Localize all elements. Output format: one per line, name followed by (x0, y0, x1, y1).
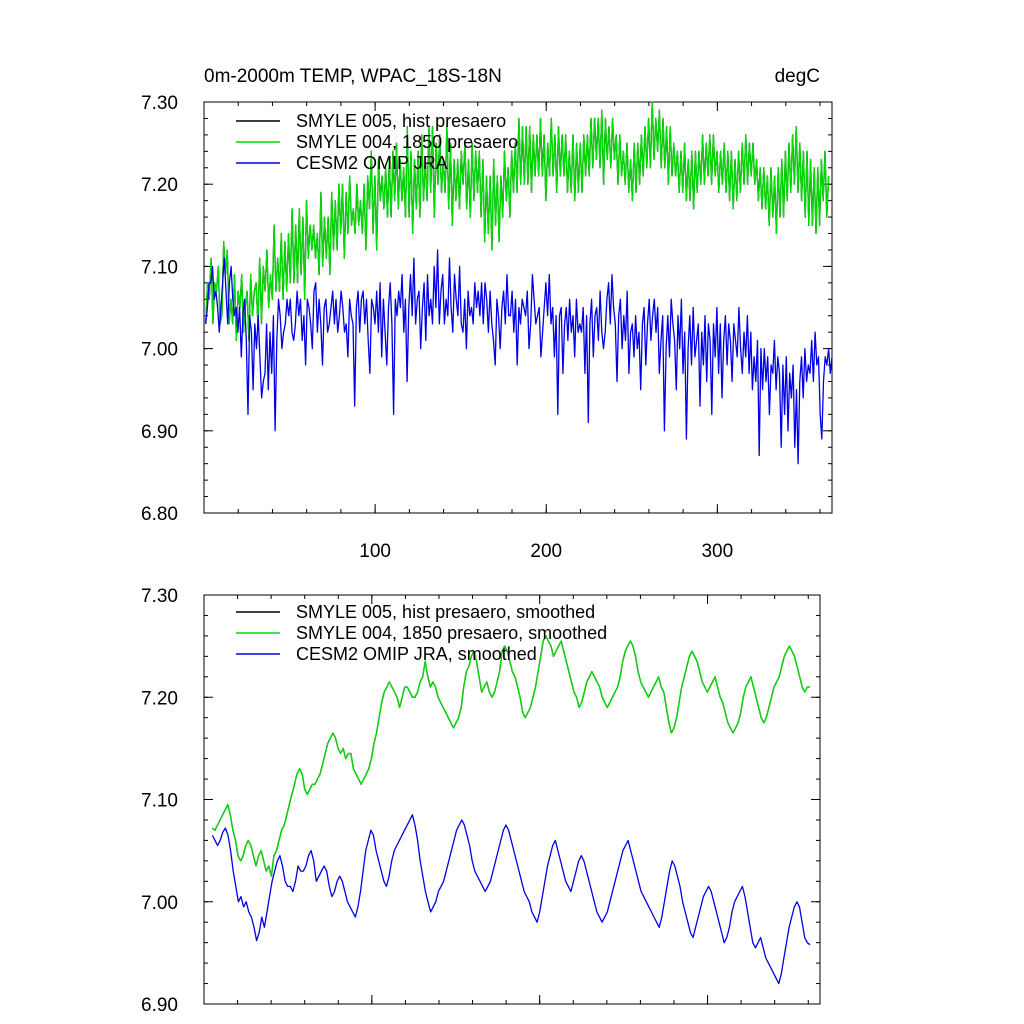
y-tick-label: 7.10 (141, 257, 178, 278)
y-tick-label: 7.30 (141, 586, 178, 607)
series-line-2 (211, 814, 811, 985)
y-tick-label: 6.90 (141, 995, 178, 1016)
y-tick-label: 6.80 (141, 504, 178, 525)
y-tick-label: 6.90 (141, 422, 178, 443)
x-tick-label: 200 (530, 541, 562, 562)
series-line-1 (211, 635, 810, 877)
series-line-1 (205, 101, 830, 342)
y-tick-label: 7.10 (141, 791, 178, 812)
chart-title: 0m-2000m TEMP, WPAC_18S-18N (204, 66, 502, 87)
legend-label: SMYLE 004, 1850 presaero (296, 132, 518, 152)
x-tick-label: 300 (701, 541, 733, 562)
y-tick-label: 7.30 (141, 93, 178, 114)
plot-frame (203, 101, 833, 514)
y-tick-label: 7.00 (141, 340, 178, 361)
series-line-2 (205, 249, 833, 465)
bottom-panel: 6.90 7.00 7.10 7.20 7.30 SMYLE 005, hist pres… (141, 586, 821, 1016)
y-tick-label: 7.20 (141, 688, 178, 709)
y-tick-label: 7.00 (141, 893, 178, 914)
units-label: degC (774, 66, 820, 87)
x-tick-label: 100 (359, 541, 391, 562)
top-panel: 6.80 6.90 7.00 7.10 7.20 7.30 100 200 300 SMYLE 0… (141, 93, 833, 562)
legend-label: CESM2 OMIP JRA (296, 153, 448, 173)
legend-label: CESM2 OMIP JRA, smoothed (296, 644, 537, 664)
legend-label: SMYLE 005, hist presaero (296, 111, 506, 131)
y-tick-label: 7.20 (141, 175, 178, 196)
legend-label: SMYLE 004, 1850 presaero, smoothed (296, 623, 607, 643)
legend-label: SMYLE 005, hist presaero, smoothed (296, 602, 595, 622)
